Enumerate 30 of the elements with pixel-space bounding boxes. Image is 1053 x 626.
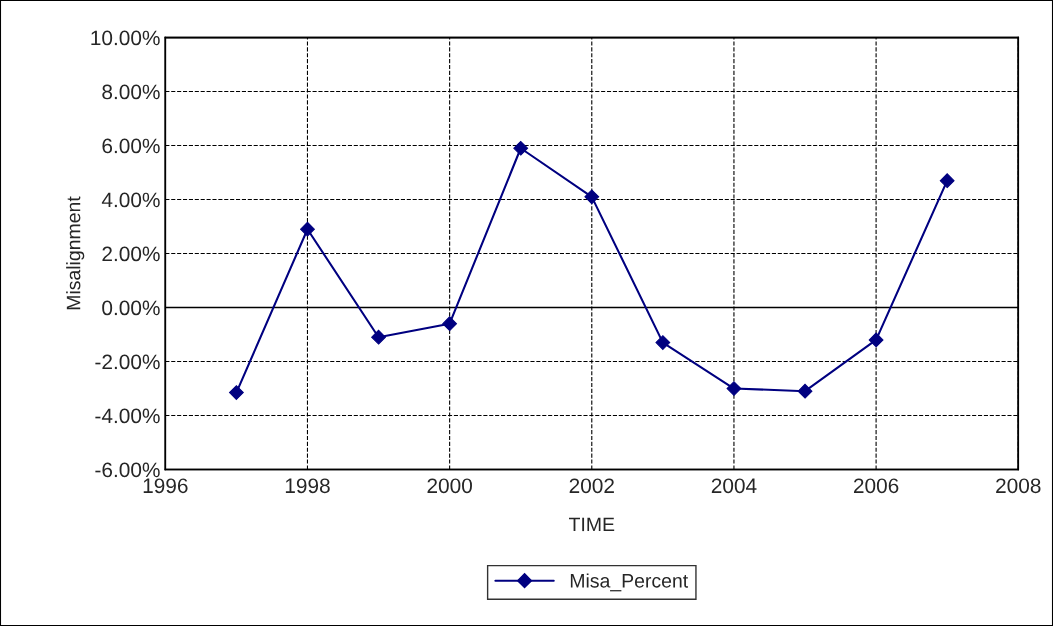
point — [868, 332, 884, 348]
point — [726, 381, 742, 396]
y-tick-label: 8.00% — [102, 84, 160, 100]
point — [371, 329, 386, 345]
point — [584, 189, 600, 205]
x-tick-label: 2008 — [996, 478, 1041, 494]
y-tick-label: 0.00% — [102, 300, 160, 316]
y-tick-label: 2.00% — [102, 246, 160, 262]
point — [655, 335, 671, 351]
point — [797, 383, 813, 399]
x-tick-label: 2004 — [711, 478, 757, 494]
legend-label: Misa_Percent — [570, 573, 689, 592]
point — [300, 221, 315, 237]
x-axis-title: TIME — [569, 517, 615, 532]
y-tick-label: 6.00% — [102, 138, 160, 154]
y-tick-label: -2.00% — [95, 354, 160, 370]
x-tick-label: 2000 — [427, 478, 472, 494]
x-tick-label: 1996 — [143, 478, 188, 494]
x-tick-label: 2006 — [853, 478, 899, 494]
point — [229, 385, 244, 400]
x-tick-label: 2002 — [569, 478, 614, 494]
x-tick-label: 1998 — [285, 478, 330, 494]
point — [442, 316, 458, 332]
y-tick-label: -6.00% — [95, 462, 160, 478]
point — [939, 173, 955, 189]
y-tick-label: -4.00% — [95, 408, 160, 424]
y-tick-label: 10.00% — [91, 30, 160, 46]
y-axis-title: Misalignment — [66, 196, 85, 310]
point — [513, 140, 529, 156]
y-tick-label: 4.00% — [101, 192, 160, 208]
